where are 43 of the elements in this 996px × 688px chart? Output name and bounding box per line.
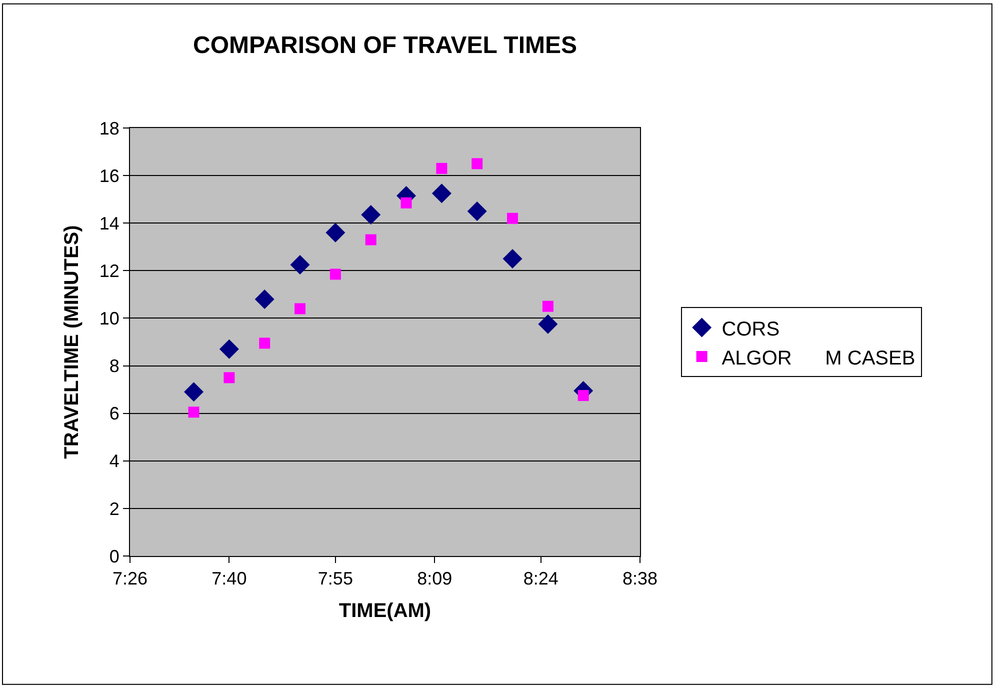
point xyxy=(472,158,483,170)
y-tick-label: 6 xyxy=(109,404,120,424)
legend-label: CORS xyxy=(722,318,780,340)
point xyxy=(507,212,518,224)
legend-label: ALGOR M CASEB xyxy=(722,347,916,370)
x-tick-label: 8:24 xyxy=(523,568,558,589)
y-tick-label: 10 xyxy=(99,308,120,329)
point xyxy=(361,205,381,225)
y-axis-title: TRAVELTIME (MINUTES) xyxy=(60,225,83,459)
x-tick-label: 8:38 xyxy=(622,568,658,589)
x-tick-label: 8:09 xyxy=(417,568,452,589)
x-tick-label: 7:40 xyxy=(212,568,247,589)
x-axis-title: TIME(AM) xyxy=(338,600,432,622)
point xyxy=(330,268,341,280)
point xyxy=(578,390,589,401)
x-tick-label: 7:26 xyxy=(112,568,148,589)
y-tick-label: 0 xyxy=(109,546,120,566)
point xyxy=(184,382,204,402)
y-tick-label: 14 xyxy=(99,213,120,234)
y-tick-label: 8 xyxy=(109,356,120,376)
point xyxy=(436,162,448,174)
y-tick-label: 16 xyxy=(99,166,120,186)
point xyxy=(326,222,346,242)
point xyxy=(254,289,274,309)
point xyxy=(259,338,270,349)
chart-title: COMPARISON OF TRAVEL TIMES xyxy=(192,32,578,60)
y-tick-label: 2 xyxy=(109,498,120,519)
x-tick-label: 7:55 xyxy=(318,568,353,589)
point xyxy=(294,303,306,314)
point xyxy=(188,406,200,418)
point xyxy=(538,314,558,334)
y-tick-label: 18 xyxy=(99,118,120,138)
point xyxy=(502,249,522,269)
point xyxy=(224,372,235,384)
point xyxy=(290,254,310,274)
point xyxy=(400,197,412,208)
point xyxy=(365,234,376,246)
point xyxy=(432,184,452,204)
point xyxy=(219,339,239,359)
point xyxy=(467,201,487,221)
y-tick-label: 4 xyxy=(109,451,120,472)
point xyxy=(542,300,554,312)
y-tick-label: 12 xyxy=(99,260,120,281)
